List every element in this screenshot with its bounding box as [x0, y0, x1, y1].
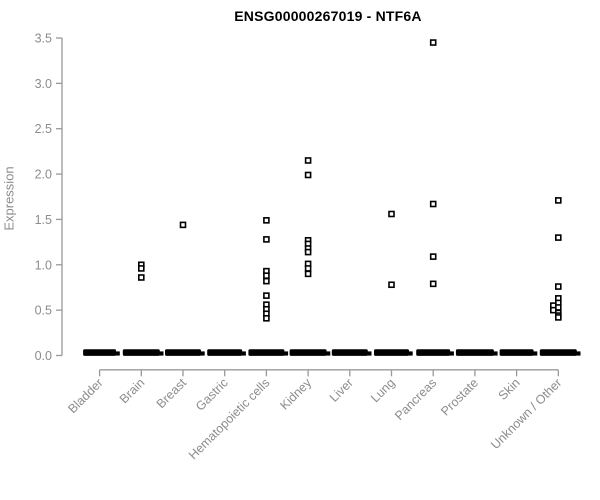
x-tick-label: Gastric [193, 376, 231, 414]
data-point [429, 200, 437, 208]
x-tick-label: Lung [368, 376, 398, 406]
zero-cluster-dash-end [241, 351, 246, 356]
x-tick-label: Prostate [438, 376, 481, 419]
y-tick-label: 0.0 [35, 349, 52, 363]
data-point [304, 265, 312, 272]
x-tick-label: Hematopoietic cells [186, 376, 273, 463]
x-tick-label: Brain [117, 376, 148, 407]
data-point [429, 39, 437, 46]
data-point [138, 274, 145, 281]
data-point [304, 157, 312, 164]
chart-title: ENSG00000267019 - NTF6A [234, 8, 422, 24]
data-point [304, 171, 312, 179]
zero-cluster-dash [539, 349, 577, 356]
zero-cluster-dash [331, 349, 368, 356]
data-point [263, 292, 270, 299]
data-point [263, 277, 270, 285]
zero-cluster-dash-end [200, 351, 205, 356]
zero-cluster-dash [122, 349, 160, 356]
x-tick-label: Kidney [277, 375, 314, 412]
zero-cluster-dash-end [283, 351, 289, 356]
data-point [263, 217, 270, 224]
data-point [554, 314, 562, 321]
zero-cluster-dash [289, 349, 327, 356]
data-point [263, 272, 270, 279]
y-tick-label: 0.5 [35, 304, 52, 318]
data-point [304, 270, 312, 278]
data-point [263, 236, 270, 243]
data-point [179, 221, 187, 229]
data-point [138, 265, 145, 272]
y-tick-label: 3.5 [35, 32, 52, 46]
data-point [429, 280, 437, 288]
data-point [388, 210, 395, 218]
zero-cluster-dash [207, 349, 243, 356]
zero-cluster-dash-end [449, 351, 454, 356]
zero-cluster-dash [499, 349, 534, 356]
x-tick-label: Breast [154, 375, 190, 411]
x-tick-label: Skin [496, 376, 523, 403]
data-point [304, 248, 312, 256]
zero-cluster-dash [165, 349, 201, 356]
zero-cluster-dash-end [159, 351, 164, 356]
zero-cluster-dash-end [115, 351, 120, 356]
y-tick-label: 2.0 [35, 168, 52, 182]
zero-cluster-dash-end [493, 351, 498, 356]
y-tick-label: 1.5 [35, 213, 52, 227]
zero-cluster-dash [374, 349, 409, 356]
zero-cluster-dash [83, 349, 117, 356]
y-tick-label: 1.0 [35, 258, 52, 272]
y-tick-label: 3.0 [35, 77, 52, 91]
zero-cluster-dash-end [533, 351, 538, 356]
data-point [554, 283, 562, 290]
data-point [388, 281, 395, 289]
x-tick-label: Pancreas [392, 376, 439, 423]
zero-cluster-dash-end [367, 351, 372, 356]
x-tick-label: Bladder [65, 376, 105, 416]
zero-cluster-dash [455, 349, 494, 356]
data-point [554, 197, 562, 204]
x-tick-label: Unknown / Other [488, 376, 564, 452]
data-point [554, 234, 562, 241]
zero-cluster-dash-end [326, 351, 331, 356]
data-point [263, 315, 270, 322]
y-tick-label: 2.5 [35, 122, 52, 136]
data-point [429, 253, 437, 260]
zero-cluster-dash-end [576, 351, 581, 356]
zero-cluster-dash [248, 349, 285, 356]
zero-cluster-dash [416, 349, 451, 356]
x-tick-label: Liver [327, 376, 356, 405]
zero-cluster-dash-end [408, 351, 413, 356]
